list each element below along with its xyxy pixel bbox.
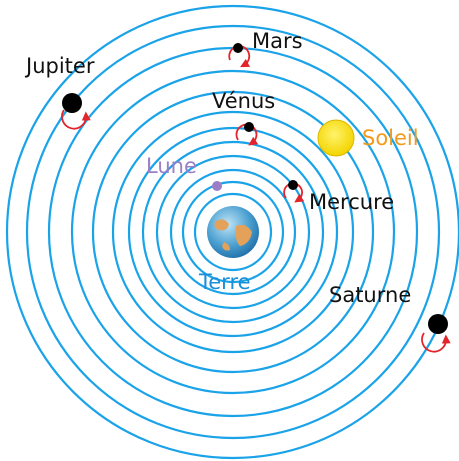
label-mercury: Mercure (309, 190, 394, 214)
planet (244, 122, 254, 132)
earth-land (214, 219, 252, 251)
orbit (91, 90, 375, 374)
epicycle (61, 109, 91, 130)
mercury (283, 180, 305, 203)
sun (317, 119, 355, 157)
label-earth: Terre (198, 270, 251, 294)
label-mars: Mars (252, 29, 303, 53)
orbit (169, 168, 297, 296)
venus (235, 122, 259, 146)
orbit (111, 110, 355, 354)
label-sun: Soleil (362, 126, 419, 150)
orbit (25, 24, 441, 440)
label-venus: Vénus (212, 89, 275, 113)
labels: Mars Jupiter Vénus Soleil Lune Mercure T… (24, 29, 419, 307)
orbit (5, 4, 459, 460)
label-saturn: Saturne (329, 283, 411, 307)
orbit (141, 140, 325, 324)
orbit (193, 192, 273, 272)
planet (428, 314, 448, 334)
planet (62, 93, 82, 113)
mars (228, 43, 251, 68)
earth (207, 206, 259, 258)
epicycle (421, 332, 451, 353)
earth-globe (207, 206, 259, 258)
label-jupiter: Jupiter (24, 54, 95, 78)
label-moon: Lune (146, 154, 197, 178)
saturn (421, 314, 451, 353)
orbit (127, 126, 339, 338)
planet (233, 43, 243, 53)
orbit (70, 69, 396, 395)
planets (61, 43, 451, 353)
orbit (181, 180, 285, 284)
moon (212, 181, 222, 191)
orbit (155, 154, 311, 310)
planet (288, 180, 298, 190)
jupiter (61, 93, 91, 130)
